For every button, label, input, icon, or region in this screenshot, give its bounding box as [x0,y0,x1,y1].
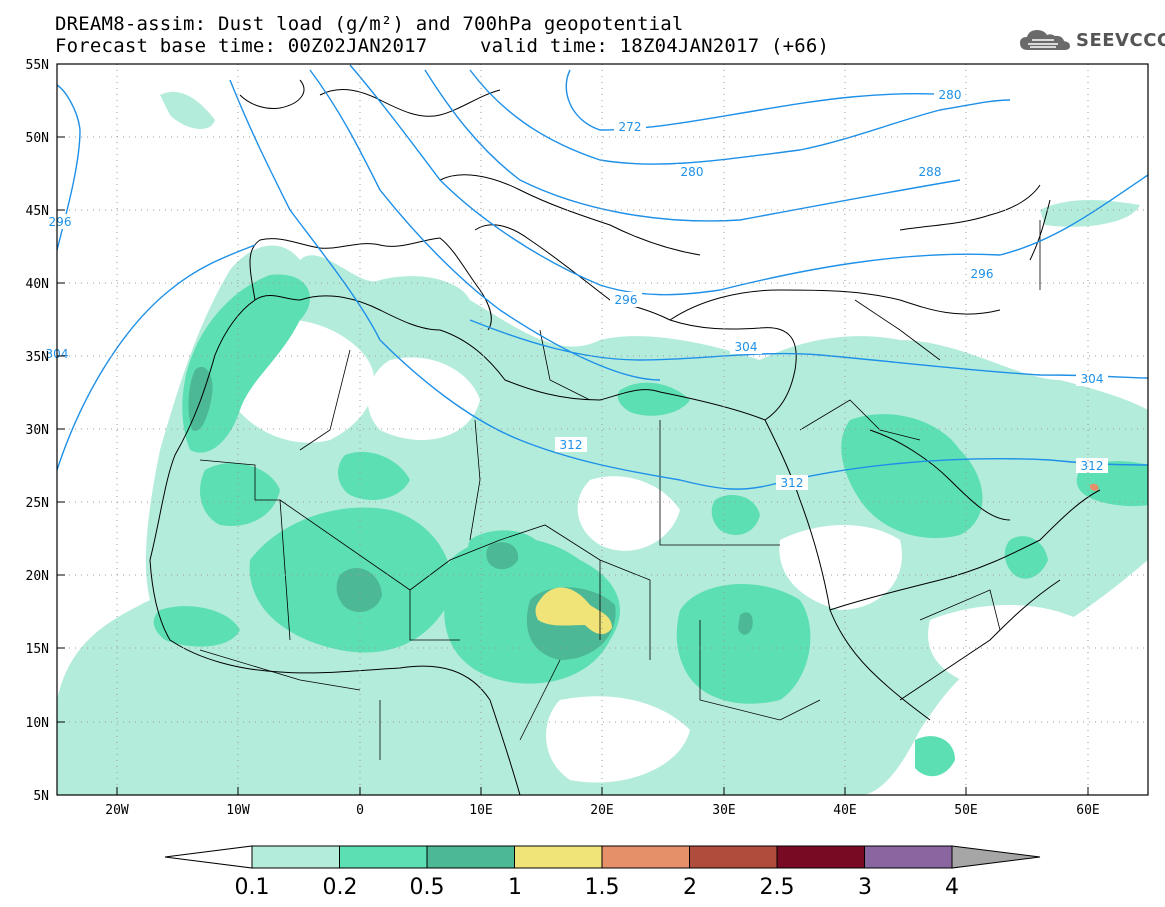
colorbar-swatch [339,845,428,869]
contour-label: 304 [1081,372,1104,386]
lat-label: 20N [26,569,49,584]
contour-label: 312 [1081,459,1104,473]
seevccc-logo: SEEVCCC [1018,26,1165,54]
lat-label: 45N [26,204,49,219]
colorbar-label: 1 [508,875,522,900]
contour-label: 304 [735,340,758,354]
contour-label: 296 [615,293,638,307]
lat-axis: 55N 50N 45N 40N 35N 30N 25N 20N 15N 10N … [26,58,49,804]
colorbar-label: 3 [858,875,872,900]
lat-label: 35N [26,350,49,365]
lat-label: 55N [26,58,49,73]
lon-label: 60E [1076,803,1099,818]
lon-label: 0 [356,803,364,818]
colorbar-label: 0.1 [235,875,270,900]
lon-label: 10E [469,803,492,818]
lon-label: 20W [105,803,129,818]
colorbar-swatch [689,845,778,869]
contour-label: 296 [49,215,72,229]
contour-label: 288 [919,165,942,179]
colorbar-under [164,845,253,869]
lat-label: 30N [26,423,49,438]
colorbar-swatch [251,845,340,869]
colorbar-swatch [864,845,953,869]
colorbar-swatch [426,845,515,869]
contour-label: 280 [681,165,704,179]
dust-field [57,91,1148,795]
contour-label: 312 [781,476,804,490]
lat-label: 50N [26,131,49,146]
country-borders [199,220,1041,760]
lon-label: 30E [712,803,735,818]
lat-label: 15N [26,642,49,657]
coastlines [149,79,1101,795]
cloud-icon [1020,30,1070,50]
tick-marks [57,136,1089,795]
lat-label: 5N [33,789,49,804]
colorbar-swatch [601,845,690,869]
colorbar-label: 4 [945,875,959,900]
lat-label: 25N [26,496,49,511]
colorbar-label: 1.5 [585,875,620,900]
contour-label: 272 [619,120,642,134]
lon-label: 50E [954,803,977,818]
colorbar-label: 0.2 [323,875,358,900]
lon-label: 40E [833,803,856,818]
lat-label: 10N [26,716,49,731]
contour-label: 296 [971,267,994,281]
map-subtitle: Forecast base time: 00Z02JAN2017 valid ti… [55,35,829,57]
colorbar-label: 2 [683,875,697,900]
lon-label: 20E [590,803,613,818]
contour-label: 312 [560,438,583,452]
colorbar-label: 0.5 [410,875,445,900]
base-time: Forecast base time: 00Z02JAN2017 [55,35,428,57]
valid-time: valid time: 18Z04JAN2017 (+66) [480,35,830,57]
colorbar-swatch [776,845,865,869]
lon-axis: 20W 10W 0 10E 20E 30E 40E 50E 60E [105,803,1099,818]
contour-label: 280 [939,88,962,102]
colorbar-swatch [514,845,603,869]
lon-label: 10W [226,803,250,818]
geopotential-contours [57,64,1148,490]
colorbar: 0.1 0.2 0.5 1 1.5 2 2.5 3 4 [164,845,1041,900]
logo-text: SEEVCCC [1076,29,1165,51]
map-title: DREAM8-assim: Dust load (g/m²) and 700hP… [55,13,684,35]
lat-label: 40N [26,277,49,292]
colorbar-over [951,845,1041,869]
colorbar-label: 2.5 [760,875,795,900]
